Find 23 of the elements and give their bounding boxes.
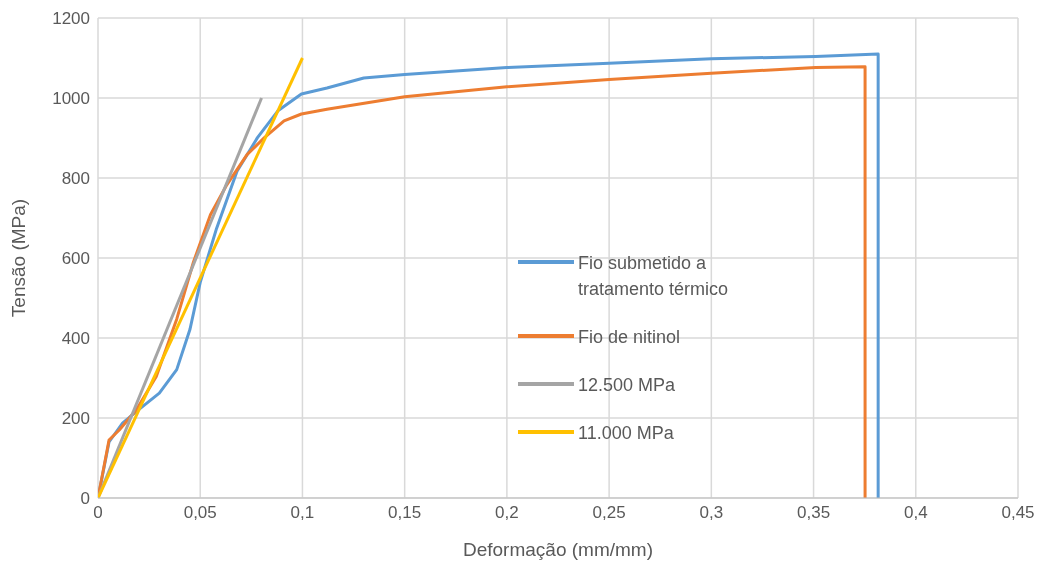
x-tick-label: 0,35 bbox=[797, 503, 831, 523]
x-axis-title: Deformação (mm/mm) bbox=[462, 539, 654, 560]
y-tick-label: 1200 bbox=[52, 9, 90, 29]
legend-label: Fio submetido a tratamento térmico bbox=[578, 252, 730, 301]
y-tick-label: 600 bbox=[61, 249, 90, 269]
x-tick-label: 0,45 bbox=[1001, 503, 1035, 523]
x-tick-label: 0,4 bbox=[903, 503, 928, 523]
y-tick-label: 0 bbox=[80, 489, 90, 509]
y-tick-label: 1000 bbox=[52, 89, 90, 109]
x-tick-label: 0,1 bbox=[290, 503, 315, 523]
legend-label: Fio de nitinol bbox=[578, 326, 681, 349]
y-tick-label: 200 bbox=[61, 409, 90, 429]
x-tick-label: 0,2 bbox=[495, 503, 519, 523]
x-tick-label: 0,25 bbox=[592, 503, 626, 523]
y-axis-title: Tensão (MPa) bbox=[7, 198, 29, 318]
x-tick-label: 0 bbox=[93, 503, 103, 523]
y-tick-label: 400 bbox=[61, 329, 90, 349]
legend-label: 12.500 MPa bbox=[578, 374, 676, 397]
x-tick-label: 0,05 bbox=[183, 503, 217, 523]
y-tick-label: 800 bbox=[61, 169, 90, 189]
x-tick-label: 0,15 bbox=[388, 503, 422, 523]
x-tick-label: 0,3 bbox=[699, 503, 724, 523]
legend-label: 11.000 MPa bbox=[578, 422, 674, 445]
